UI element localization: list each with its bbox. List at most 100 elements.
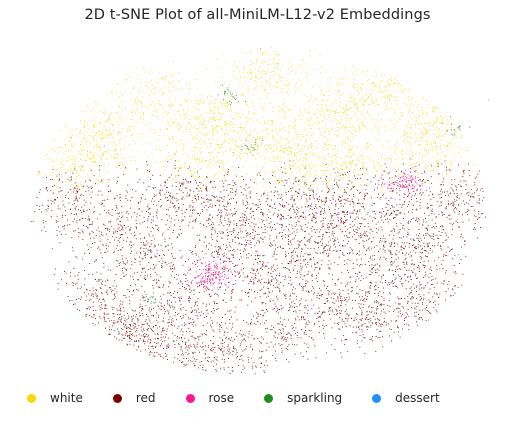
point-red [239,333,241,335]
point-red [225,284,227,286]
point-red [230,250,231,252]
point-red [322,234,324,236]
point-red [206,316,207,317]
point-red [101,203,103,205]
point-red [433,197,435,198]
point-red [477,173,479,175]
point-red [328,249,330,251]
point-red [286,337,288,339]
point-red [404,201,406,202]
point-red [65,210,66,212]
point-red [213,196,215,198]
point-red [123,267,125,269]
point-red [154,244,156,246]
point-red [300,228,302,230]
point-red [320,206,322,208]
point-red [370,181,372,183]
point-red [245,292,246,293]
point-red [380,226,382,228]
point-white [324,169,326,171]
point-red [264,266,266,268]
point-red [291,243,293,245]
point-white [317,187,319,189]
point-red [411,290,413,292]
point-red [294,318,296,320]
point-red [193,289,195,291]
point-red [278,309,280,310]
point-red [239,259,240,260]
point-red [177,282,179,284]
point-red [424,170,425,172]
point-red [320,289,322,291]
point-red [176,210,178,212]
point-red [69,188,71,190]
point-red [304,244,306,246]
point-red [286,359,287,361]
point-red [264,371,266,373]
point-red [100,292,102,294]
point-red [242,231,244,233]
point-red [194,195,196,197]
point-red [153,200,155,202]
point-red [210,324,211,326]
point-red [148,307,150,309]
point-red [219,196,221,198]
point-red [440,184,442,186]
point-red [358,202,360,204]
point-red [366,326,368,327]
point-red [126,319,128,321]
point-red [154,266,156,268]
point-red [228,169,229,171]
point-red [275,237,277,239]
point-red [143,334,144,336]
point-red [294,323,296,324]
point-red [239,228,241,230]
point-red [334,239,335,241]
point-red [368,321,370,323]
point-red [253,361,255,363]
point-red [248,187,250,189]
point-red [288,310,289,312]
point-red [331,224,332,226]
point-red [180,330,182,332]
point-red [344,173,346,175]
point-red [436,268,438,270]
point-red [184,288,186,290]
point-red [152,348,154,350]
point-red [302,255,304,257]
point-red [159,308,161,310]
point-red [236,349,237,351]
point-red [334,243,335,245]
point-red [270,329,272,330]
point-red [111,225,113,227]
point-red [276,267,278,269]
point-red [436,265,438,266]
point-red [74,187,76,189]
point-red [352,307,353,309]
point-red [196,342,198,344]
point-red [250,321,252,323]
point-red [232,262,234,264]
point-red [130,331,132,332]
point-red [454,178,456,180]
point-red [373,217,375,219]
point-red [121,321,122,323]
point-red [192,352,194,353]
point-red [125,296,127,298]
point-red [303,259,305,261]
point-red [397,327,399,328]
point-red [76,191,78,192]
point-red [201,203,203,205]
point-red [428,234,430,236]
series-white [37,46,478,204]
point-red [140,329,142,331]
point-red [237,234,239,235]
point-red [372,211,374,213]
point-red [226,352,228,354]
point-red [186,363,188,365]
point-red [175,215,177,216]
point-red [322,226,324,228]
point-red [93,290,95,292]
point-red [388,292,390,294]
point-red [211,255,213,257]
